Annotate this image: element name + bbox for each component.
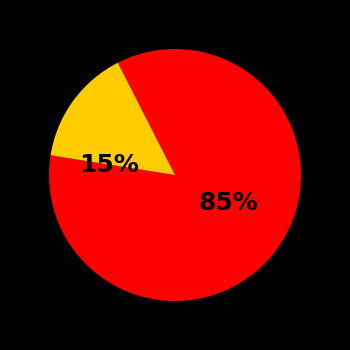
Wedge shape bbox=[50, 63, 175, 175]
Text: 85%: 85% bbox=[198, 191, 258, 215]
Text: 15%: 15% bbox=[79, 153, 139, 177]
Wedge shape bbox=[49, 49, 301, 301]
